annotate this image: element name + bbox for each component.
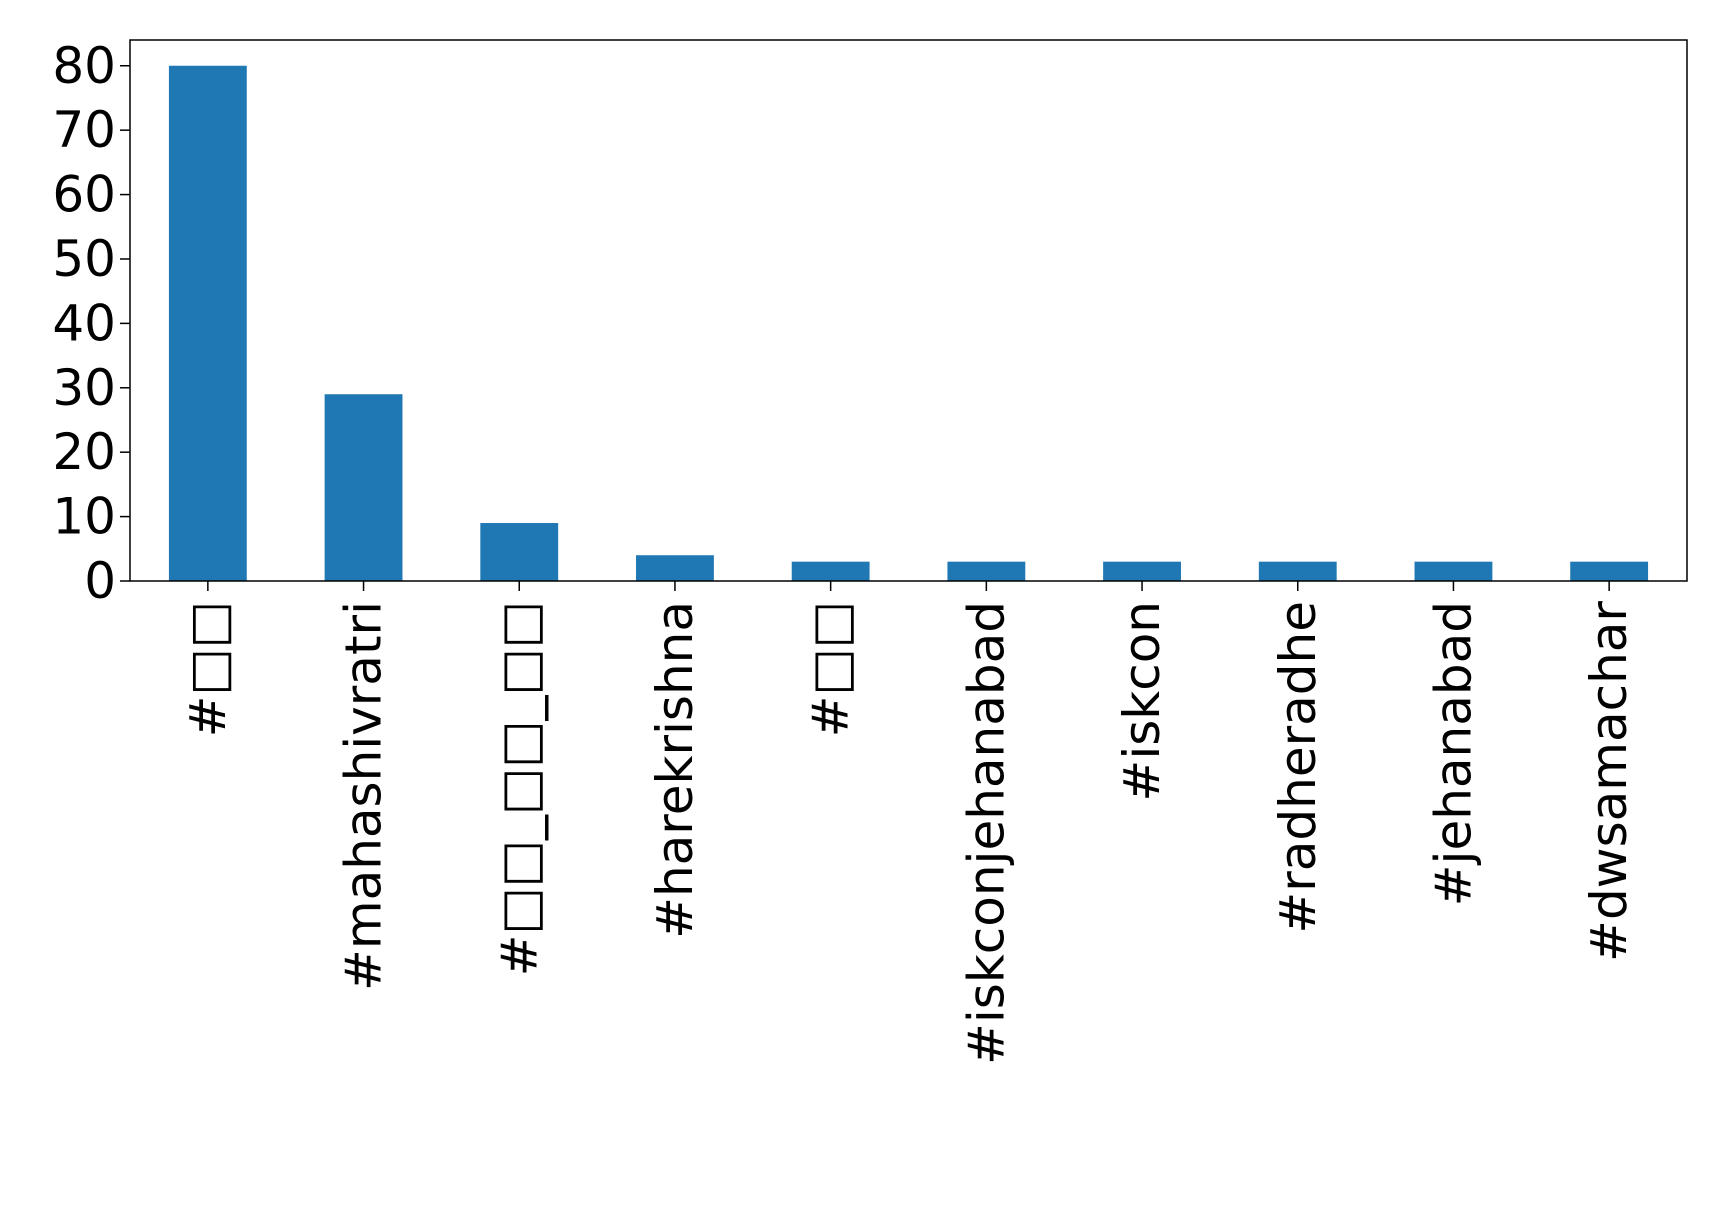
- bar-5: [947, 561, 1026, 581]
- bars-layer: [168, 65, 1649, 581]
- bar-3: [636, 555, 714, 581]
- x-tick-label-6: #iskcon: [1113, 601, 1171, 802]
- x-tick-label-7: #radheradhe: [1269, 601, 1327, 934]
- bar-0: [168, 65, 247, 581]
- y-tick-label-6: 60: [52, 166, 116, 224]
- bar-6: [1103, 561, 1181, 581]
- x-tick-label-0: #□□: [179, 601, 237, 737]
- bar-1: [324, 394, 403, 581]
- x-tick-label-2: #□□_□□_□□: [490, 601, 548, 976]
- x-tick-label-1: #mahashivratri: [335, 601, 393, 991]
- x-tick-label-5: #iskconjehanabad: [957, 601, 1015, 1065]
- y-tick-label-7: 70: [52, 101, 116, 159]
- x-tick-label-8: #jehanabad: [1424, 601, 1482, 906]
- y-tick-label-3: 30: [52, 359, 116, 417]
- bar-9: [1570, 561, 1649, 581]
- y-axis: 0 10 20 30 40 50 60 70 80: [52, 37, 130, 610]
- y-tick-label-2: 20: [52, 423, 116, 481]
- bar-4: [791, 561, 870, 581]
- y-tick-label-1: 10: [52, 488, 116, 546]
- bar-7: [1258, 561, 1337, 581]
- y-tick-label-0: 0: [84, 552, 116, 610]
- y-tick-label-4: 40: [52, 294, 116, 352]
- bar-8: [1414, 561, 1493, 581]
- x-tick-label-4: #□□: [802, 601, 860, 737]
- plot-area-frame: [129, 39, 1688, 582]
- y-tick-label-5: 50: [52, 230, 116, 288]
- y-tick-label-8: 80: [52, 37, 116, 95]
- x-axis: #□□ #mahashivratri #□□_□□_□□ #harekrishna #□…: [179, 581, 1638, 1065]
- bar-2: [480, 523, 559, 581]
- x-tick-label-3: #harekrishna: [646, 601, 704, 939]
- x-tick-label-9: #dwsamachar: [1580, 601, 1638, 962]
